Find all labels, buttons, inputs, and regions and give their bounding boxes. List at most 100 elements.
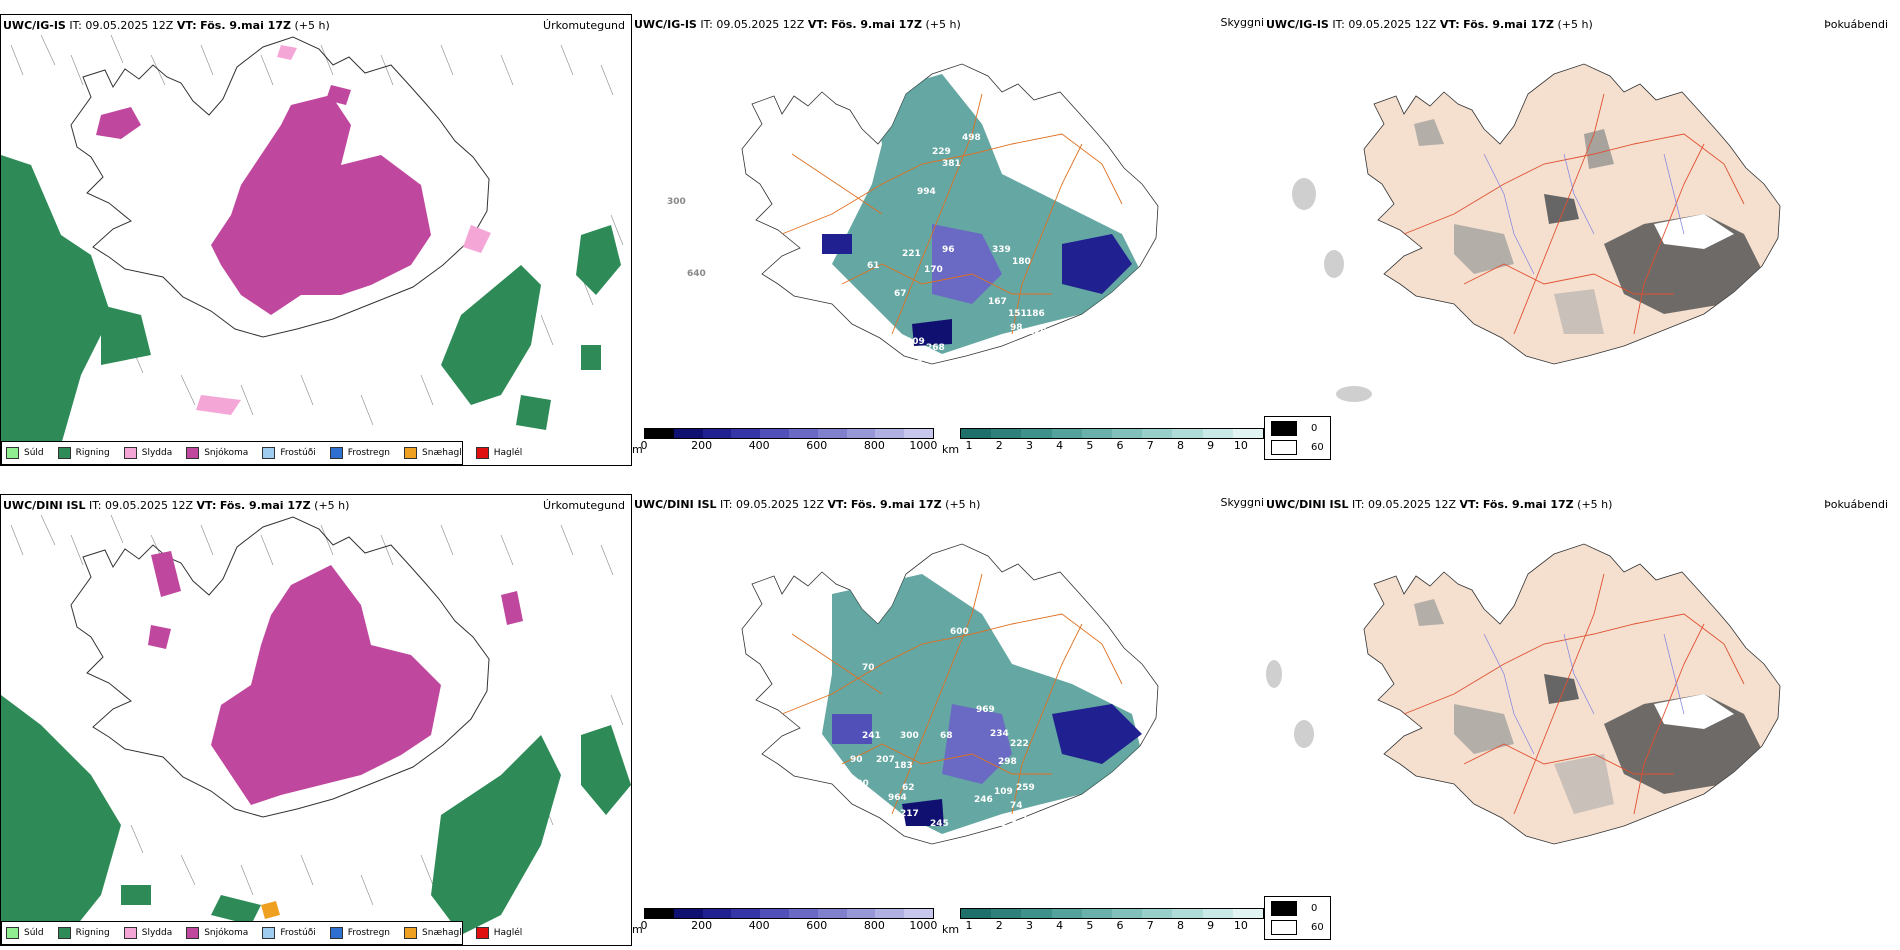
fog-legend: 0 60: [1264, 416, 1331, 460]
svg-text:300: 300: [667, 197, 686, 207]
precip-type-map: [1, 495, 631, 945]
svg-text:180: 180: [1012, 257, 1031, 267]
fog-map: [1264, 14, 1894, 464]
svg-text:241: 241: [862, 731, 881, 741]
svg-text:88: 88: [910, 843, 923, 853]
legend-item: Snæhagl: [404, 447, 462, 459]
svg-text:498: 498: [962, 133, 981, 143]
precip-type-panel-bottom: UWC/DINI ISL IT: 09.05.2025 12Z VT: Fös.…: [0, 494, 632, 946]
svg-text:109: 109: [994, 787, 1013, 797]
legend-item: Frostúði: [262, 447, 316, 459]
fog-panel-bottom: UWC/DINI ISL IT: 09.05.2025 12Z VT: Fös.…: [1264, 494, 1894, 944]
svg-text:181: 181: [988, 819, 1007, 829]
svg-text:339: 339: [992, 245, 1011, 255]
svg-text:222: 222: [1010, 739, 1029, 749]
legend-item: Snjókoma: [186, 927, 248, 939]
svg-text:384: 384: [827, 217, 846, 227]
legend-item: Haglél: [475, 447, 522, 459]
legend-item: Snjókoma: [186, 447, 248, 459]
precip-type-panel-top: UWC/IG-IS IT: 09.05.2025 12Z VT: Fös. 9.…: [0, 14, 632, 466]
panel-header: UWC/IG-IS IT: 09.05.2025 12Z VT: Fös. 9.…: [1266, 18, 1593, 31]
svg-text:170: 170: [924, 265, 943, 275]
precip-type-map: [1, 15, 631, 465]
cloud-visibility-map: 81 229 498 381 300 384 994 221 96 339 18…: [632, 14, 1264, 464]
cloud-visibility-map: 22 600 70 969 241 300 68 234 222 90 207 …: [632, 494, 1264, 944]
svg-text:58: 58: [1050, 327, 1063, 337]
svg-text:43: 43: [914, 379, 927, 389]
visibility-colorbar: m 0 200 400 600 800 1000: [632, 428, 937, 456]
panel-header: UWC/IG-IS IT: 09.05.2025 12Z VT: Fös. 9.…: [634, 18, 961, 31]
precip-legend: Súld Rigning Slydda Snjókoma Frostúði Fr…: [1, 921, 522, 945]
svg-text:62: 62: [902, 783, 915, 793]
svg-text:69: 69: [1122, 309, 1135, 319]
legend-item: Súld: [6, 927, 44, 939]
legend-item: Slydda: [123, 447, 172, 459]
fog-legend-item: 60: [1271, 440, 1324, 455]
cloud-colorbar: km 1 2 3 4 5 6 7 8 9 10: [942, 908, 1264, 936]
legend-item: Frostregn: [329, 447, 390, 459]
svg-text:229: 229: [932, 147, 951, 157]
svg-text:969: 969: [976, 705, 995, 715]
panel-title: Úrkomutegund: [543, 499, 625, 512]
map-value-labels: 22 600 70 969 241 300 68 234 222 90 207 …: [782, 565, 1143, 883]
svg-text:268: 268: [926, 343, 945, 353]
svg-text:89: 89: [910, 359, 923, 369]
panel-title: Skyggni: [1220, 16, 1264, 29]
svg-text:245: 245: [930, 819, 949, 829]
fog-legend: 0 60: [1264, 896, 1331, 940]
panel-header: UWC/DINI ISL IT: 09.05.2025 12Z VT: Fös.…: [634, 498, 981, 511]
visibility-colorbar: m 0 200 400 600 800 1000: [632, 908, 937, 936]
svg-text:207: 207: [876, 755, 895, 765]
cloud-visibility-panel-bottom: 22 600 70 969 241 300 68 234 222 90 207 …: [632, 494, 1264, 944]
svg-text:98: 98: [1010, 323, 1023, 333]
panel-title: Þokuábendi: [1824, 498, 1888, 511]
legend-item: Súld: [6, 447, 44, 459]
svg-text:67: 67: [894, 289, 907, 299]
svg-text:151: 151: [1008, 309, 1027, 319]
legend-item: Haglél: [475, 927, 522, 939]
svg-text:61: 61: [867, 261, 880, 271]
svg-text:50: 50: [908, 867, 921, 877]
legend-item: Frostregn: [329, 927, 390, 939]
svg-text:640: 640: [687, 269, 706, 279]
precip-legend: Súld Rigning Slydda Snjókoma Frostúði Fr…: [1, 441, 522, 465]
svg-text:120: 120: [1028, 327, 1047, 337]
svg-text:122: 122: [1022, 815, 1041, 825]
svg-text:90: 90: [850, 755, 863, 765]
svg-text:52: 52: [1130, 757, 1143, 767]
svg-text:300: 300: [900, 731, 919, 741]
svg-text:167: 167: [988, 297, 1007, 307]
panel-title: Þokuábendi: [1824, 18, 1888, 31]
fog-legend-item: 0: [1271, 901, 1324, 916]
legend-item: Rigning: [57, 447, 110, 459]
map-value-labels: 81 229 498 381 300 384 994 221 96 339 18…: [667, 110, 1158, 389]
svg-text:217: 217: [900, 809, 919, 819]
svg-text:994: 994: [917, 187, 936, 197]
fog-map: [1264, 494, 1894, 944]
legend-item: Snæhagl: [404, 927, 462, 939]
svg-text:100: 100: [850, 779, 869, 789]
svg-text:82: 82: [1114, 293, 1127, 303]
svg-text:96: 96: [942, 245, 955, 255]
cloud-visibility-panel-top: 81 229 498 381 300 384 994 221 96 339 18…: [632, 14, 1264, 464]
svg-text:74: 74: [1010, 801, 1023, 811]
svg-text:600: 600: [950, 627, 969, 637]
svg-text:70: 70: [862, 663, 875, 673]
svg-text:109: 109: [906, 337, 925, 347]
panel-title: Úrkomutegund: [543, 19, 625, 32]
svg-text:234: 234: [990, 729, 1009, 739]
svg-text:46: 46: [932, 377, 945, 387]
svg-text:381: 381: [942, 159, 961, 169]
svg-text:112: 112: [928, 873, 947, 883]
svg-text:246: 246: [974, 795, 993, 805]
svg-text:96: 96: [1004, 815, 1017, 825]
svg-text:81: 81: [742, 110, 755, 120]
svg-text:68: 68: [940, 731, 953, 741]
svg-text:298: 298: [998, 757, 1017, 767]
panel-header: UWC/DINI ISL IT: 09.05.2025 12Z VT: Fös.…: [3, 499, 350, 512]
fog-legend-item: 60: [1271, 920, 1324, 935]
legend-item: Rigning: [57, 927, 110, 939]
svg-text:41: 41: [1145, 261, 1158, 271]
legend-item: Frostúði: [262, 927, 316, 939]
svg-text:186: 186: [1026, 309, 1045, 319]
